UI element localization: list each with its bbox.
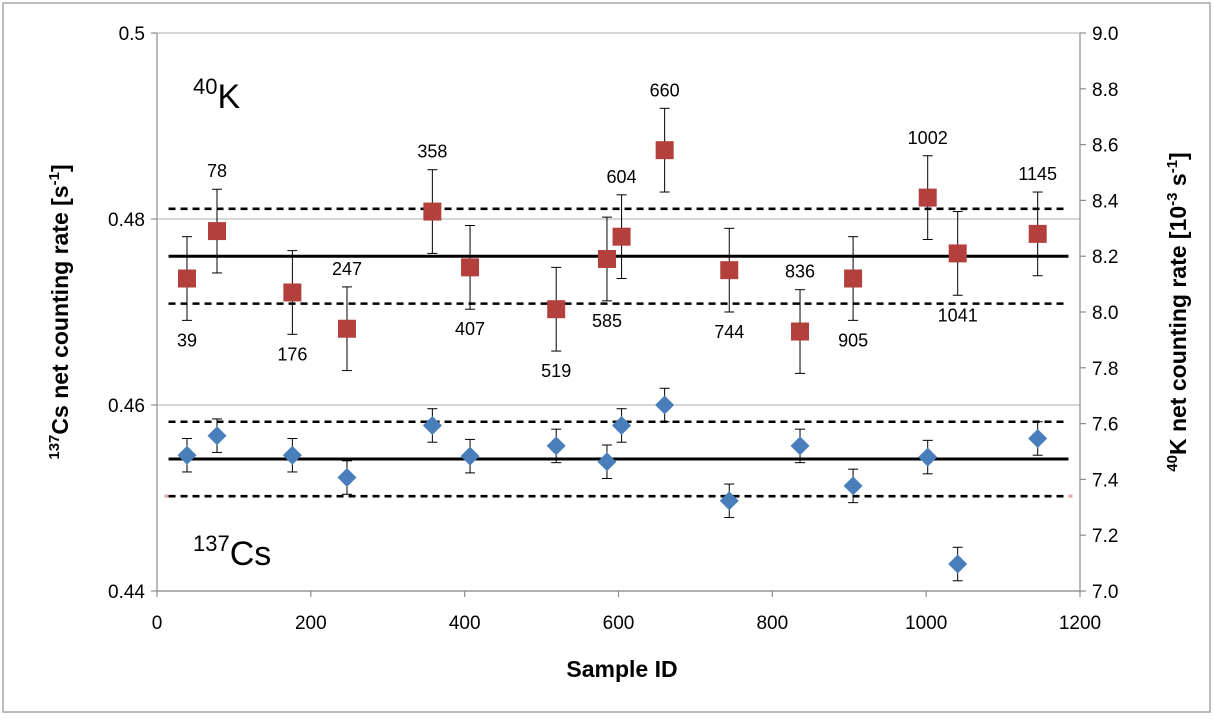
k40-point (844, 269, 863, 288)
k40-point (207, 222, 226, 241)
left-tick-label: 0.5 (119, 24, 145, 45)
right-tick-label: 9.0 (1092, 24, 1118, 45)
k40-point (423, 202, 442, 221)
cs137-point (177, 445, 197, 465)
right-tick-label: 7.0 (1092, 582, 1118, 603)
sample-id-label: 358 (417, 142, 447, 162)
k40-point (177, 269, 196, 288)
right-tick-label: 8.2 (1092, 247, 1118, 268)
sample-id-label: 1145 (1018, 164, 1057, 184)
error-bars (181, 107, 1043, 582)
x-axis-title: Sample ID (566, 656, 677, 682)
x-tick-label: 1000 (905, 613, 947, 634)
left-tick-label: 0.46 (108, 396, 145, 417)
cs137-point (460, 446, 480, 466)
k40-point (597, 249, 616, 268)
sample-id-label: 176 (277, 344, 307, 364)
cs137-point (207, 426, 227, 446)
sample-id-label: 407 (455, 319, 485, 339)
cs137-point (1028, 428, 1048, 448)
cs137-point (546, 436, 566, 456)
cs137-point (597, 452, 617, 472)
k40-point (655, 141, 674, 160)
sample-id-label: 836 (785, 262, 815, 282)
cs137-point (948, 554, 968, 574)
cs137-point (655, 395, 675, 415)
sample-id-label: 585 (592, 311, 622, 331)
cs137-point (337, 468, 357, 488)
k40-point (948, 244, 967, 263)
left-y-axis-title: 137Cs net counting rate [s-1] (46, 164, 73, 459)
k40-point (283, 283, 302, 302)
k40-point (337, 319, 356, 338)
k40-point (791, 322, 810, 341)
x-tick-label: 1200 (1059, 613, 1101, 634)
x-tick-label: 200 (295, 613, 327, 634)
sample-id-label: 247 (332, 259, 362, 279)
cs137-point (790, 436, 810, 456)
x-tick-label: 0 (152, 613, 163, 634)
left-tick-label: 0.48 (108, 210, 145, 231)
x-tick-label: 400 (449, 613, 481, 634)
k40-point (612, 227, 631, 246)
sample-id-label: 1041 (938, 305, 978, 325)
k40-point (461, 258, 480, 277)
k40-point (547, 300, 566, 319)
k40-point (1028, 224, 1047, 243)
k-annotation: 40K (193, 74, 240, 116)
right-tick-label: 8.6 (1092, 136, 1118, 157)
right-tick-label: 7.2 (1092, 526, 1118, 547)
sample-id-label: 78 (207, 161, 227, 181)
cs137-point (719, 491, 739, 511)
x-tick-label: 800 (756, 613, 788, 634)
cs137-point (422, 415, 442, 435)
sample-id-label: 744 (714, 322, 744, 342)
right-tick-label: 7.4 (1092, 470, 1119, 491)
cs-annotation: 137Cs (193, 531, 271, 573)
cs137-point (918, 447, 938, 467)
cs137-point (612, 415, 632, 435)
point-labels: 39 78 176 247 358 407 519 585 604 660 744 836 905 100… (177, 80, 1057, 381)
right-tick-label: 8.4 (1092, 191, 1119, 212)
axes: 0.44 0.46 0.48 0.5 7.0 7.2 7.4 7.6 7.8 8.0 8.2 8.4 8… (108, 24, 1119, 634)
sample-id-label: 660 (650, 80, 680, 100)
data-markers (177, 141, 1048, 574)
cs137-point (282, 445, 302, 465)
sample-id-label: 905 (838, 330, 868, 350)
right-tick-label: 7.8 (1092, 359, 1118, 380)
k40-point (918, 188, 937, 207)
x-tick-label: 600 (603, 613, 635, 634)
sample-id-label: 519 (541, 361, 571, 381)
left-tick-label: 0.44 (108, 582, 145, 603)
right-tick-label: 8.0 (1092, 303, 1118, 324)
sample-id-label: 604 (607, 167, 637, 187)
sample-id-label: 1002 (908, 128, 948, 148)
right-y-axis-title: 40K net counting rate [10-3 s-1] (1164, 152, 1191, 471)
cs137-point (843, 476, 863, 496)
sample-id-label: 39 (177, 330, 197, 350)
right-tick-label: 8.8 (1092, 80, 1118, 101)
k40-point (720, 261, 739, 280)
right-tick-label: 7.6 (1092, 415, 1118, 436)
